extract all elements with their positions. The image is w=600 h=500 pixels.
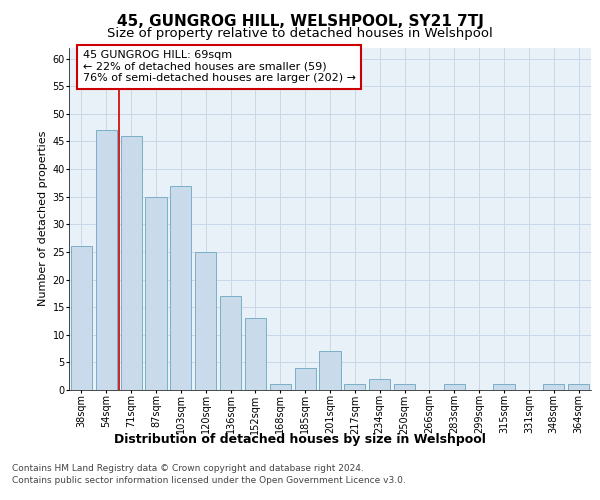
Bar bbox=[145, 196, 167, 390]
Bar bbox=[170, 186, 191, 390]
Bar bbox=[270, 384, 291, 390]
Bar bbox=[220, 296, 241, 390]
Bar bbox=[543, 384, 564, 390]
Bar bbox=[245, 318, 266, 390]
Bar bbox=[121, 136, 142, 390]
Text: Distribution of detached houses by size in Welshpool: Distribution of detached houses by size … bbox=[114, 432, 486, 446]
Bar bbox=[319, 352, 341, 390]
Bar bbox=[369, 379, 390, 390]
Bar bbox=[394, 384, 415, 390]
Bar bbox=[493, 384, 515, 390]
Text: 45 GUNGROG HILL: 69sqm
← 22% of detached houses are smaller (59)
76% of semi-det: 45 GUNGROG HILL: 69sqm ← 22% of detached… bbox=[83, 50, 356, 84]
Bar bbox=[568, 384, 589, 390]
Text: Contains public sector information licensed under the Open Government Licence v3: Contains public sector information licen… bbox=[12, 476, 406, 485]
Y-axis label: Number of detached properties: Number of detached properties bbox=[38, 131, 48, 306]
Text: Size of property relative to detached houses in Welshpool: Size of property relative to detached ho… bbox=[107, 28, 493, 40]
Bar bbox=[344, 384, 365, 390]
Bar bbox=[71, 246, 92, 390]
Bar bbox=[195, 252, 216, 390]
Text: Contains HM Land Registry data © Crown copyright and database right 2024.: Contains HM Land Registry data © Crown c… bbox=[12, 464, 364, 473]
Bar bbox=[444, 384, 465, 390]
Bar bbox=[96, 130, 117, 390]
Bar bbox=[295, 368, 316, 390]
Text: 45, GUNGROG HILL, WELSHPOOL, SY21 7TJ: 45, GUNGROG HILL, WELSHPOOL, SY21 7TJ bbox=[116, 14, 484, 29]
